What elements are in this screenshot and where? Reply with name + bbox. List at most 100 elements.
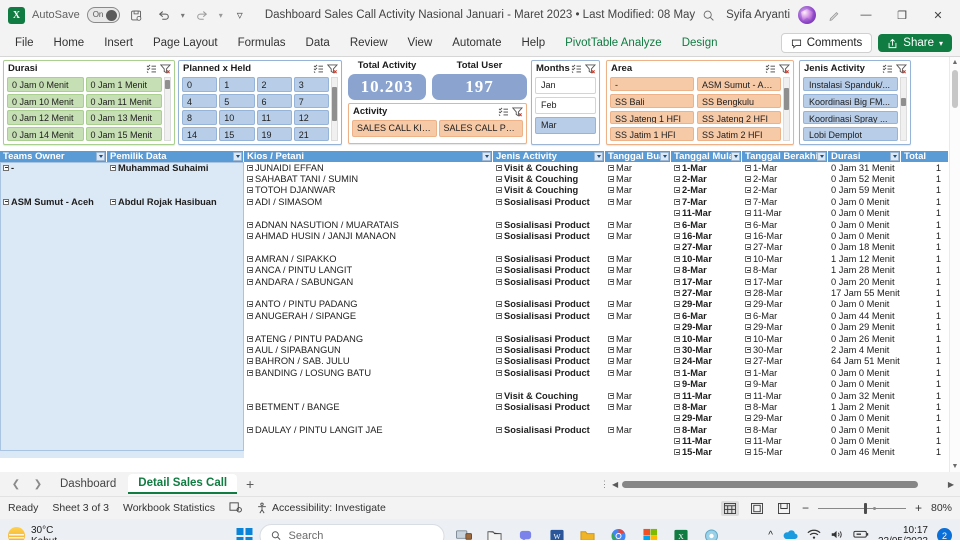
- cell-tanggal_buat[interactable]: [605, 378, 671, 389]
- cell-tanggal_buat[interactable]: [605, 447, 671, 458]
- cell-kios_petani[interactable]: [244, 447, 493, 458]
- cell-tanggal_mulai[interactable]: 10-Mar: [671, 333, 742, 344]
- cell-total[interactable]: 1: [901, 299, 949, 310]
- expand-collapse-icon[interactable]: [674, 176, 680, 183]
- cell-teams_owner[interactable]: [0, 184, 107, 197]
- cell-tanggal_berakhir[interactable]: 2-Mar: [742, 173, 828, 184]
- pivot-header-tanggal-buat[interactable]: Tanggal Buat: [605, 151, 671, 162]
- cell-tanggal_berakhir[interactable]: 6-Mar: [742, 219, 828, 230]
- cell-durasi[interactable]: 0 Jam 31 Menit: [828, 162, 901, 173]
- cell-tanggal_mulai[interactable]: 11-Mar: [671, 435, 742, 446]
- expand-collapse-icon[interactable]: [247, 267, 253, 274]
- cell-teams_owner[interactable]: [0, 344, 107, 356]
- cell-tanggal_buat[interactable]: Mar: [605, 333, 671, 344]
- slicer-item[interactable]: SS Jatim 2 HFI: [697, 127, 781, 141]
- table-row[interactable]: Visit & Couching Mar 11-Mar 11-Mar 0 Jam 32 …: [0, 389, 960, 402]
- pivot-header-tanggal-mulai[interactable]: Tanggal Mulai: [671, 151, 742, 162]
- share-button[interactable]: Share ▾: [878, 34, 952, 52]
- cell-total[interactable]: 1: [901, 344, 949, 355]
- cell-kios_petani[interactable]: ATENG / PINTU PADANG: [244, 333, 493, 344]
- cell-pemilik_data[interactable]: [107, 241, 244, 254]
- cell-teams_owner[interactable]: [0, 253, 107, 265]
- expand-collapse-icon[interactable]: [496, 403, 502, 410]
- expand-collapse-icon[interactable]: [745, 267, 751, 274]
- cell-pemilik_data[interactable]: [107, 446, 244, 459]
- cell-total[interactable]: 1: [901, 401, 949, 412]
- expand-collapse-icon[interactable]: [608, 301, 614, 308]
- sheet-tab-dashboard[interactable]: Dashboard: [60, 478, 117, 490]
- cell-teams_owner[interactable]: [0, 218, 107, 231]
- expand-collapse-icon[interactable]: [247, 312, 253, 319]
- cell-pemilik_data[interactable]: [107, 264, 244, 276]
- pivot-header-teams-owner[interactable]: Teams Owner: [0, 151, 107, 162]
- workbook-statistics-button[interactable]: Workbook Statistics: [123, 502, 216, 514]
- expand-collapse-icon[interactable]: [745, 415, 751, 422]
- expand-collapse-icon[interactable]: [745, 278, 751, 285]
- cell-durasi[interactable]: 17 Jam 55 Menit: [828, 287, 901, 298]
- add-sheet-button[interactable]: +: [246, 476, 255, 492]
- cell-kios_petani[interactable]: [244, 390, 493, 401]
- multi-select-icon[interactable]: [571, 64, 582, 73]
- cell-tanggal_berakhir[interactable]: 6-Mar: [742, 310, 828, 321]
- expand-collapse-icon[interactable]: [745, 426, 751, 433]
- cell-tanggal_mulai[interactable]: 27-Mar: [671, 287, 742, 298]
- cell-durasi[interactable]: 1 Jam 12 Menit: [828, 253, 901, 264]
- cell-pemilik_data[interactable]: Muhammad Suhaimi: [107, 162, 244, 174]
- cell-total[interactable]: 1: [901, 447, 949, 458]
- cell-teams_owner[interactable]: [0, 446, 107, 459]
- expand-collapse-icon[interactable]: [745, 210, 751, 217]
- cell-durasi[interactable]: 2 Jam 4 Menit: [828, 344, 901, 355]
- cell-tanggal_buat[interactable]: [605, 435, 671, 446]
- table-row[interactable]: AUL / SIPABANGUN Sosialisasi Product Mar 30…: [0, 344, 960, 356]
- onedrive-icon[interactable]: [782, 529, 798, 540]
- redo-icon[interactable]: [192, 5, 212, 25]
- expand-collapse-icon[interactable]: [745, 198, 751, 205]
- expand-collapse-icon[interactable]: [608, 233, 614, 240]
- table-row[interactable]: 11-Mar 11-Mar 0 Jam 0 Menit 1: [0, 435, 960, 447]
- expand-collapse-icon[interactable]: [608, 187, 614, 194]
- hscroll-left-arrow-icon[interactable]: ◀: [612, 479, 619, 489]
- expand-collapse-icon[interactable]: [247, 335, 253, 342]
- cell-total[interactable]: 1: [901, 265, 949, 276]
- cell-jenis_activity[interactable]: [493, 447, 605, 458]
- slicer-item[interactable]: SS Jatim 1 HFI: [610, 127, 694, 141]
- expand-collapse-icon[interactable]: [247, 233, 253, 240]
- slicer-item[interactable]: 0: [182, 77, 218, 92]
- cell-jenis_activity[interactable]: [493, 208, 605, 219]
- cell-durasi[interactable]: 0 Jam 20 Menit: [828, 276, 901, 287]
- cell-kios_petani[interactable]: [244, 242, 493, 253]
- expand-collapse-icon[interactable]: [496, 392, 502, 399]
- cell-tanggal_berakhir[interactable]: 1-Mar: [742, 162, 828, 173]
- expand-collapse-icon[interactable]: [247, 164, 253, 171]
- cell-kios_petani[interactable]: [244, 287, 493, 298]
- cell-jenis_activity[interactable]: Sosialisasi Product: [493, 196, 605, 207]
- clear-filter-icon[interactable]: [327, 63, 338, 74]
- cell-durasi[interactable]: 0 Jam 32 Menit: [828, 390, 901, 401]
- cell-tanggal_berakhir[interactable]: 9-Mar: [742, 378, 828, 389]
- cell-kios_petani[interactable]: [244, 321, 493, 332]
- cell-teams_owner[interactable]: [0, 401, 107, 413]
- multi-select-icon[interactable]: [882, 64, 893, 73]
- customize-quick-access-icon[interactable]: ▿: [236, 8, 243, 22]
- word-icon[interactable]: W: [545, 524, 569, 540]
- expand-collapse-icon[interactable]: [496, 164, 502, 171]
- cell-tanggal_berakhir[interactable]: 27-Mar: [742, 242, 828, 253]
- table-row[interactable]: AHMAD HUSIN / JANJI MANAON Sosialisasi Pr…: [0, 230, 960, 242]
- expand-collapse-icon[interactable]: [745, 289, 751, 296]
- expand-collapse-icon[interactable]: [496, 278, 502, 285]
- expand-collapse-icon[interactable]: [674, 187, 680, 194]
- slicer-item[interactable]: 2: [256, 77, 292, 92]
- expand-collapse-icon[interactable]: [247, 187, 253, 194]
- slicer-item[interactable]: SS Bengkulu: [697, 93, 781, 108]
- slicer-item[interactable]: Koordinasi Spray ...: [803, 110, 898, 125]
- slicer-area-scrollbar[interactable]: [783, 77, 790, 141]
- expand-collapse-icon[interactable]: [496, 221, 502, 228]
- slicer-item[interactable]: 0 Jam 15 Menit: [85, 126, 162, 141]
- cell-kios_petani[interactable]: ANCA / PINTU LANGIT: [244, 265, 493, 276]
- cell-teams_owner[interactable]: [0, 367, 107, 379]
- cell-tanggal_mulai[interactable]: 11-Mar: [671, 390, 742, 401]
- table-row[interactable]: 9-Mar 9-Mar 0 Jam 0 Menit 1: [0, 378, 960, 390]
- expand-collapse-icon[interactable]: [745, 233, 751, 240]
- expand-collapse-icon[interactable]: [745, 187, 751, 194]
- folder-icon[interactable]: [576, 524, 600, 540]
